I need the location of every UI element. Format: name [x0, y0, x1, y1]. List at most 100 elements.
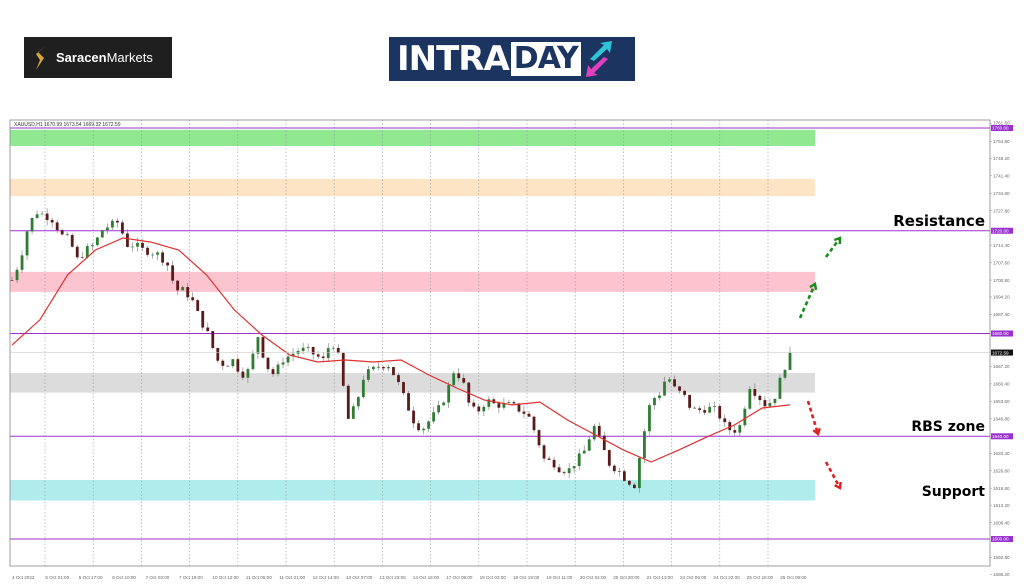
annotation-resistance: Resistance: [893, 212, 985, 230]
y-tick-label: 1748.20: [993, 156, 1010, 161]
candle-body: [161, 252, 164, 263]
intraday-logo-part2: DAY: [510, 42, 581, 76]
last-price-tag: [991, 349, 1013, 356]
candle-body: [437, 405, 441, 413]
level-tag-4: [991, 536, 1013, 543]
candle-body: [542, 445, 546, 459]
x-tick-label: 17 Oct 09:00: [446, 575, 473, 580]
candle-body: [60, 230, 64, 235]
y-tick-label: 1626.60: [993, 468, 1010, 473]
candle-body: [181, 287, 185, 291]
candle-body: [768, 403, 772, 407]
candle-body: [271, 369, 275, 375]
candle-body: [407, 393, 410, 411]
x-tick-label: 7 Oct 03:00: [146, 575, 170, 580]
candle-body: [110, 220, 114, 228]
candle-body: [346, 385, 350, 419]
candle-body: [216, 347, 220, 361]
candle-body: [281, 362, 285, 365]
candle-body: [387, 367, 390, 369]
x-tick-label: 5 Oct 01:00: [45, 575, 69, 580]
candle-body: [422, 428, 425, 431]
plot-frame: [9, 119, 991, 567]
annotation-rbs-zone: RBS zone: [911, 419, 985, 435]
y-tick-label: 1586.20: [993, 572, 1010, 577]
candle-body: [15, 269, 19, 281]
candle-body: [246, 369, 250, 378]
candle-body: [196, 300, 200, 311]
level-tag-3: [991, 433, 1013, 440]
candle-body: [256, 337, 260, 354]
candle-body: [497, 403, 501, 408]
candle-body: [30, 217, 34, 232]
candle-body: [95, 237, 99, 246]
candle-body: [266, 357, 270, 370]
candle-body: [70, 235, 74, 247]
candle-body: [622, 471, 626, 481]
arrow-down-3: [824, 461, 842, 489]
candle-body: [482, 406, 486, 412]
candle-body: [191, 297, 195, 301]
x-tick-label: 4 Oct 2022: [12, 575, 35, 580]
candle-body: [502, 402, 506, 408]
y-tick-label: 1653.60: [993, 399, 1010, 404]
level-tag-2: [991, 330, 1013, 337]
candle-body: [25, 231, 29, 256]
candle-body: [316, 354, 320, 357]
intraday-arrows-icon: [585, 41, 612, 77]
zone-band-0: [10, 129, 815, 146]
candle-body: [778, 377, 782, 399]
zone-band-2: [10, 271, 815, 292]
candle-body: [668, 379, 671, 382]
candle-body: [80, 257, 84, 258]
candle-body: [336, 347, 340, 353]
candle-body: [40, 213, 44, 215]
arrowhead-down-icon: [812, 427, 821, 437]
x-tick-label: 19 Oct 11:00: [546, 575, 572, 580]
candle-body: [728, 422, 732, 431]
candle-body: [116, 220, 119, 223]
saracen-markets-logo: SaracenMarkets: [24, 37, 172, 78]
candle-body: [146, 247, 149, 255]
y-tick-label: 1633.40: [993, 451, 1010, 456]
candle-body: [291, 353, 295, 357]
candle-body: [206, 327, 210, 332]
candle-body: [301, 347, 305, 351]
candle-body: [361, 379, 365, 398]
intraday-logo: INTRA DAY: [389, 37, 635, 81]
arrow-down-2: [806, 400, 820, 435]
candle-body: [552, 459, 556, 468]
candle-body: [261, 337, 265, 358]
candle-body: [577, 453, 581, 467]
candle-body: [467, 382, 471, 403]
candle-body: [753, 389, 757, 396]
candle-body: [617, 471, 621, 472]
x-tick-label: 11 Oct 05:00: [246, 575, 272, 580]
candle-body: [783, 369, 787, 378]
candle-body: [45, 213, 49, 220]
y-tick-label: 1606.40: [993, 520, 1010, 525]
candle-body: [713, 406, 717, 407]
candle-body: [131, 246, 134, 248]
candle-body: [141, 242, 144, 248]
candle-body: [763, 400, 767, 407]
y-tick-label: 1714.40: [993, 243, 1010, 248]
candle-body: [462, 378, 466, 383]
candle-body: [718, 406, 722, 419]
candle-body: [126, 233, 129, 247]
x-tick-label: 13 Oct 07:00: [346, 575, 373, 580]
candle-body: [392, 367, 395, 376]
y-tick-label: 1707.60: [993, 260, 1010, 265]
y-tick-label: 1687.40: [993, 312, 1010, 317]
candle-body: [65, 234, 69, 236]
candle-body: [427, 421, 431, 429]
x-tick-label: 24 Oct 22:00: [713, 575, 740, 580]
candle-body: [136, 242, 139, 247]
candle-body: [306, 347, 310, 348]
x-tick-label: 18 Oct 02:00: [480, 575, 507, 580]
candle-body: [607, 450, 611, 466]
candle-body: [366, 369, 370, 380]
candle-body: [522, 411, 526, 414]
candle-body: [738, 425, 742, 433]
x-tick-label: 5 Oct 17:00: [79, 575, 103, 580]
